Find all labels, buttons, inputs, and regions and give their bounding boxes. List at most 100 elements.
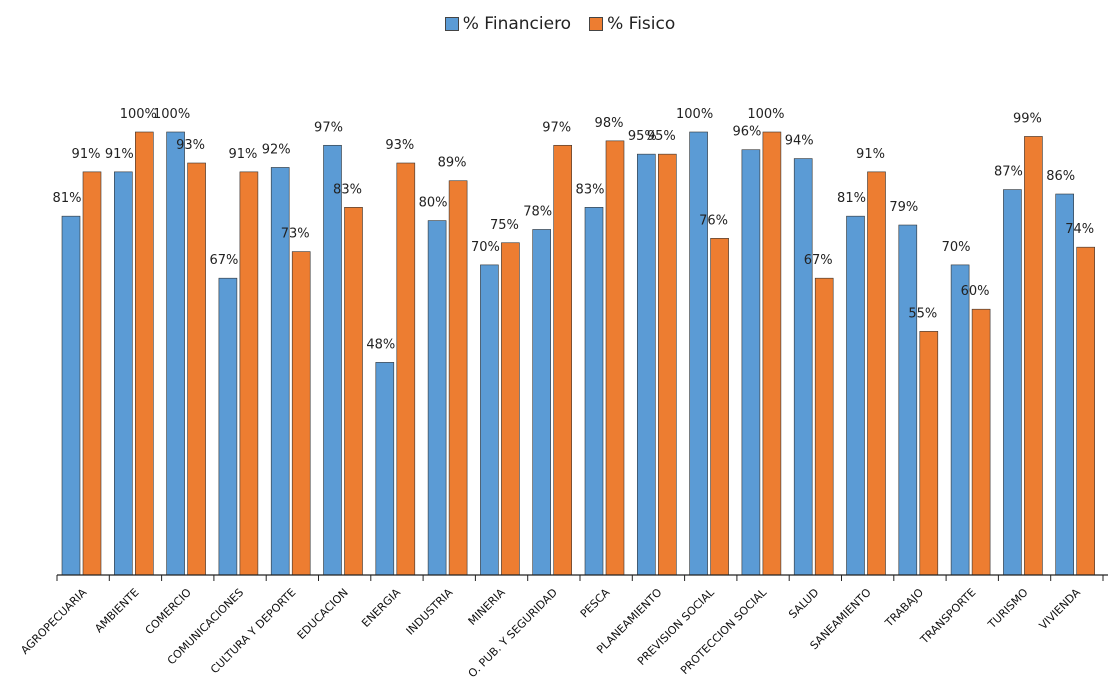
- data-label-fisico-7: 89%: [438, 156, 467, 171]
- data-label-fisico-11: 95%: [647, 129, 676, 144]
- legend-label-fisico: % Fisico: [607, 14, 676, 34]
- chart-legend: % Financiero % Fisico: [0, 14, 1120, 34]
- legend-swatch-financiero: [444, 17, 459, 31]
- data-label-fisico-19: 74%: [1065, 222, 1094, 237]
- bar-financiero-8: [480, 264, 499, 576]
- bar-fisico-5: [344, 207, 363, 576]
- bar-financiero-18: [1003, 189, 1022, 576]
- data-label-financiero-10: 83%: [576, 182, 605, 197]
- bar-fisico-11: [657, 153, 677, 576]
- data-label-financiero-12: 100%: [676, 107, 713, 122]
- data-label-financiero-19: 86%: [1046, 169, 1075, 184]
- bar-financiero-1: [114, 171, 133, 576]
- data-label-fisico-18: 99%: [1013, 111, 1042, 126]
- bar-financiero-6: [375, 362, 395, 576]
- bar-financiero-17: [950, 264, 970, 576]
- data-label-financiero-0: 81%: [53, 191, 82, 206]
- bar-financiero-19: [1055, 193, 1074, 576]
- x-tick-label-19: VIVIENDA: [1037, 586, 1084, 633]
- x-tick-label-16: TRABAJO: [882, 586, 926, 630]
- data-label-financiero-2: 100%: [153, 107, 190, 122]
- x-tick-label-7: INDUSTRIA: [404, 586, 456, 638]
- bar-financiero-10: [584, 207, 604, 576]
- data-label-financiero-17: 70%: [942, 240, 971, 255]
- data-label-financiero-16: 79%: [889, 200, 918, 215]
- data-label-financiero-5: 97%: [314, 120, 343, 135]
- x-tick-label-8: MINERIA: [466, 586, 508, 628]
- bar-fisico-18: [1024, 136, 1043, 576]
- data-label-financiero-14: 94%: [785, 134, 814, 149]
- data-label-fisico-2: 93%: [176, 138, 205, 153]
- legend-item-fisico: % Fisico: [589, 14, 675, 34]
- data-label-financiero-9: 78%: [523, 204, 552, 219]
- data-label-financiero-13: 96%: [732, 125, 761, 140]
- bar-fisico-13: [762, 131, 782, 576]
- bar-financiero-14: [793, 158, 813, 576]
- data-label-financiero-7: 80%: [419, 196, 448, 211]
- data-label-financiero-8: 70%: [471, 240, 500, 255]
- data-label-fisico-5: 83%: [333, 182, 362, 197]
- x-tick-label-17: TRANSPORTE: [917, 586, 978, 647]
- bar-financiero-11: [636, 153, 656, 576]
- bar-fisico-17: [971, 308, 991, 576]
- x-tick-label-5: EDUCACION: [295, 586, 351, 642]
- bar-financiero-16: [898, 224, 918, 576]
- data-label-financiero-18: 87%: [994, 165, 1023, 180]
- bar-financiero-12: [689, 131, 708, 576]
- bar-financiero-2: [166, 131, 185, 576]
- bar-fisico-12: [710, 238, 729, 576]
- data-label-financiero-6: 48%: [366, 337, 395, 352]
- data-label-financiero-15: 81%: [837, 191, 866, 206]
- bar-fisico-0: [82, 171, 102, 576]
- data-label-fisico-9: 97%: [542, 120, 571, 135]
- bar-fisico-19: [1076, 246, 1095, 576]
- bar-fisico-3: [239, 171, 259, 576]
- bar-fisico-6: [396, 162, 416, 576]
- bar-fisico-1: [135, 131, 154, 576]
- bar-fisico-7: [448, 180, 468, 576]
- bar-fisico-10: [605, 140, 625, 576]
- data-label-financiero-11: 95%: [628, 129, 657, 144]
- x-tick-label-13: PROTECCION SOCIAL: [678, 585, 770, 677]
- bar-fisico-14: [814, 277, 834, 576]
- x-tick-label-9: O. PUB. Y SEGURIDAD: [466, 586, 560, 680]
- bar-fisico-16: [919, 331, 939, 576]
- data-label-fisico-17: 60%: [961, 284, 990, 299]
- bar-fisico-4: [291, 251, 311, 576]
- legend-label-financiero: % Financiero: [462, 14, 572, 34]
- bar-fisico-15: [867, 171, 886, 576]
- data-label-financiero-3: 67%: [209, 253, 238, 268]
- x-tick-label-2: COMERCIO: [143, 586, 194, 637]
- data-label-financiero-1: 91%: [105, 147, 134, 162]
- bar-fisico-8: [501, 242, 520, 576]
- data-label-fisico-0: 91%: [72, 147, 101, 162]
- x-tick-label-0: AGROPECUARIA: [18, 586, 89, 657]
- data-label-fisico-8: 75%: [490, 218, 519, 233]
- bar-financiero-7: [427, 220, 447, 576]
- data-label-fisico-13: 100%: [747, 107, 784, 122]
- bar-fisico-2: [187, 162, 206, 576]
- data-label-fisico-15: 91%: [856, 147, 885, 162]
- legend-item-financiero: % Financiero: [444, 14, 572, 34]
- bar-financiero-3: [218, 277, 238, 576]
- data-label-fisico-4: 73%: [281, 227, 310, 242]
- legend-swatch-fisico: [589, 17, 604, 31]
- data-label-fisico-14: 67%: [804, 253, 833, 268]
- data-label-fisico-10: 98%: [595, 116, 624, 131]
- data-label-fisico-3: 91%: [228, 147, 257, 162]
- x-tick-label-14: SALUD: [786, 586, 821, 621]
- bar-fisico-9: [553, 144, 573, 576]
- bar-financiero-15: [846, 215, 865, 576]
- x-tick-label-1: AMBIENTE: [92, 586, 141, 635]
- bar-financiero-0: [61, 215, 81, 576]
- data-label-fisico-1: 100%: [120, 107, 157, 122]
- data-label-fisico-6: 93%: [385, 138, 414, 153]
- bar-financiero-5: [323, 144, 342, 576]
- data-label-fisico-12: 76%: [699, 213, 728, 228]
- x-tick-label-4: CULTURA Y DEPORTE: [208, 586, 298, 676]
- bar-financiero-9: [532, 229, 552, 576]
- data-label-financiero-4: 92%: [262, 142, 291, 157]
- bar-financiero-13: [741, 149, 761, 576]
- x-tick-label-18: TURISMO: [985, 586, 1031, 632]
